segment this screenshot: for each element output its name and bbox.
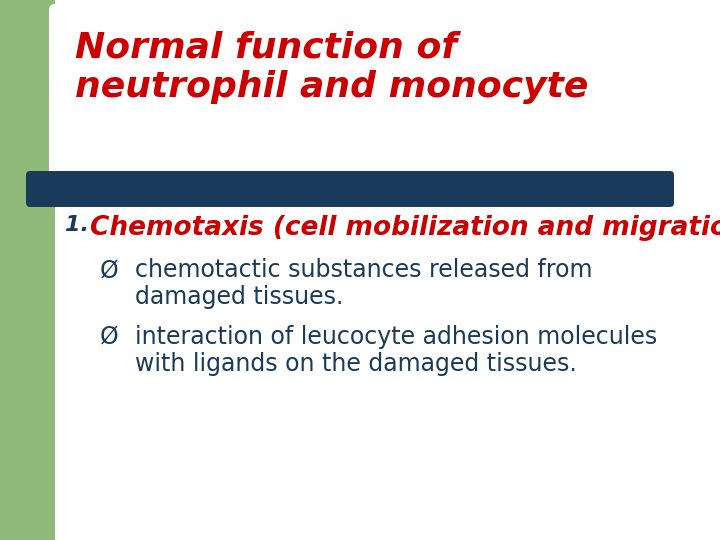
Text: Ø: Ø [100, 325, 119, 349]
Text: chemotactic substances released from: chemotactic substances released from [135, 258, 593, 282]
Text: Normal function of: Normal function of [75, 30, 457, 64]
Bar [0, 0, 55, 540]
Text: neutrophil and monocyte: neutrophil and monocyte [75, 70, 588, 104]
Text: interaction of leucocyte adhesion molecules: interaction of leucocyte adhesion molecu… [135, 325, 657, 349]
Text: with ligands on the damaged tissues.: with ligands on the damaged tissues. [135, 352, 577, 376]
Text: Ø: Ø [100, 258, 119, 282]
Text: 1.: 1. [65, 215, 96, 235]
Text: Chemotaxis (cell mobilization and migration): Chemotaxis (cell mobilization and migrat… [90, 215, 720, 241]
Text: damaged tissues.: damaged tissues. [135, 285, 343, 309]
FancyBboxPatch shape [26, 171, 674, 207]
FancyBboxPatch shape [49, 4, 691, 191]
